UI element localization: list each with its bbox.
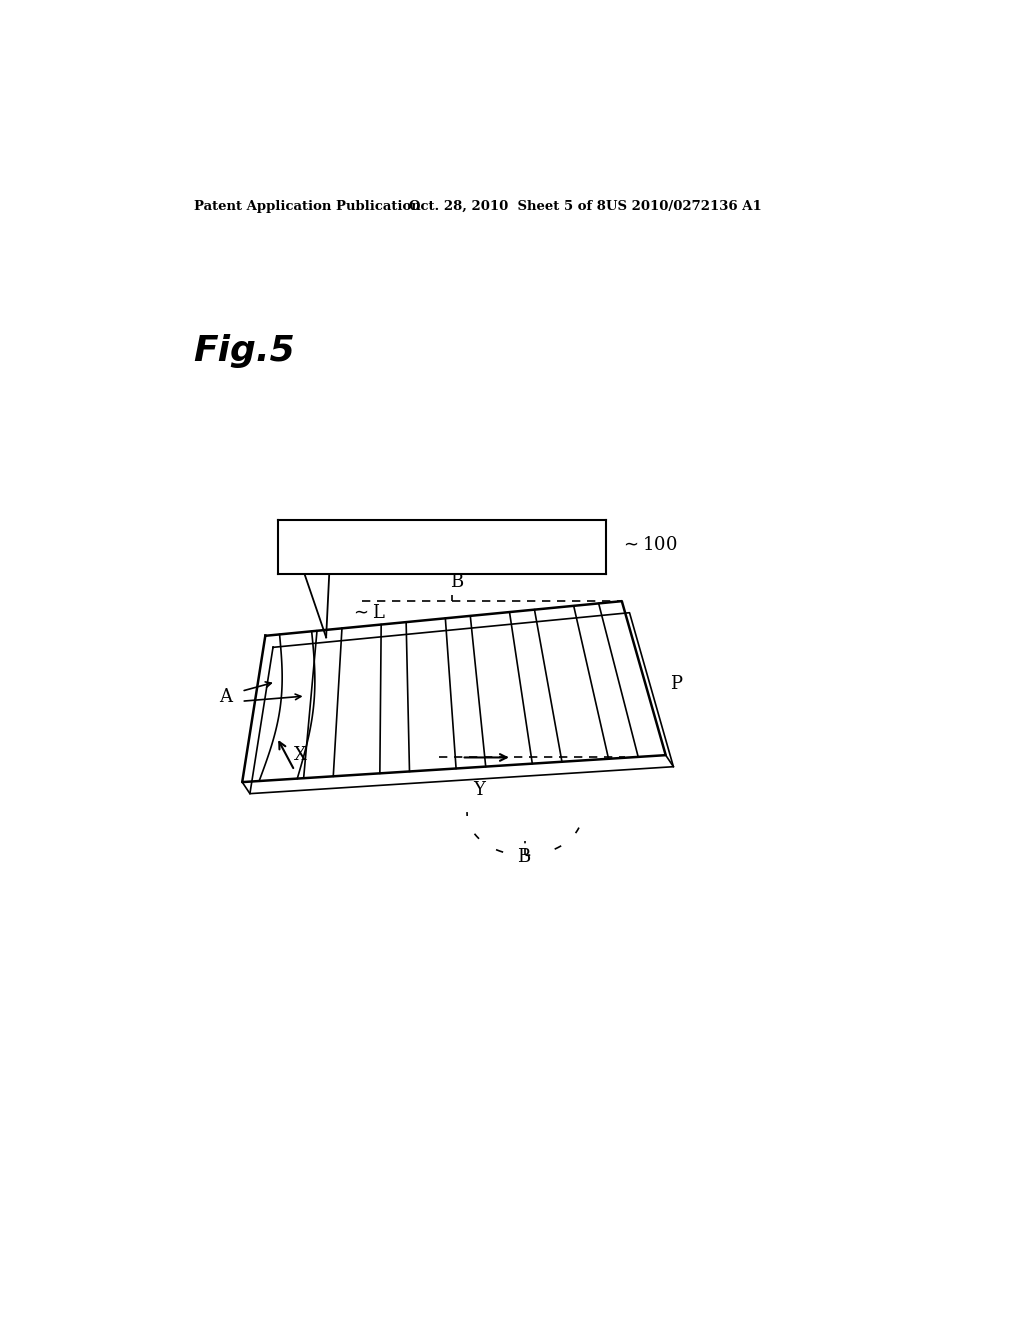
Text: B: B (517, 847, 529, 866)
Text: $\sim$100: $\sim$100 (620, 536, 677, 554)
Text: US 2010/0272136 A1: US 2010/0272136 A1 (606, 199, 762, 213)
Text: P: P (670, 675, 682, 693)
Text: A: A (219, 689, 232, 706)
Text: Oct. 28, 2010  Sheet 5 of 8: Oct. 28, 2010 Sheet 5 of 8 (410, 199, 606, 213)
Text: Y: Y (473, 781, 485, 799)
Text: X: X (294, 746, 306, 764)
Text: Patent Application Publication: Patent Application Publication (194, 199, 421, 213)
Text: $\sim$L: $\sim$L (350, 603, 386, 622)
Text: B: B (450, 573, 463, 591)
Text: Fig.5: Fig.5 (194, 334, 296, 368)
